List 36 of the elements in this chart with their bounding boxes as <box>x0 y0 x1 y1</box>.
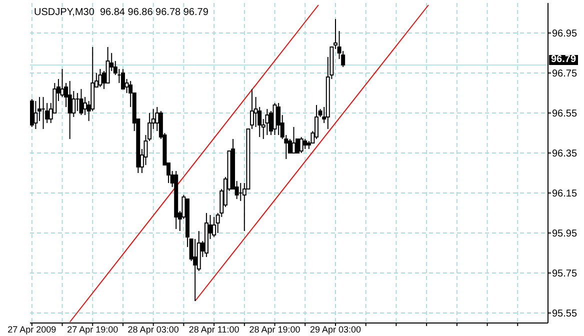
y-tick-label: 95.55 <box>552 308 578 320</box>
candlestick <box>314 104 319 140</box>
x-tick-label: 27 Apr 19:00 <box>67 324 118 334</box>
y-tick-label: 96.55 <box>552 108 578 120</box>
candlestick <box>41 96 46 130</box>
candlestick <box>72 90 76 118</box>
candlestick <box>120 68 125 90</box>
ref-line-label: 96.79 <box>549 54 578 65</box>
chart-title: USDJPY,M30 96.84 96.86 96.78 96.79 <box>34 7 208 18</box>
candlestick <box>265 108 270 136</box>
x-tick-label: 27 Apr 2009 <box>8 324 56 334</box>
candlestick <box>212 216 216 238</box>
candlestick <box>238 182 243 202</box>
candlestick <box>75 92 80 112</box>
candlestick <box>79 88 84 116</box>
y-tick-label: 95.75 <box>552 268 578 280</box>
x-tick-label: 28 Apr 11:00 <box>188 324 240 334</box>
x-tick-label: 29 Apr 03:00 <box>310 324 362 334</box>
candlestick <box>276 102 281 136</box>
candlestick <box>60 68 64 98</box>
x-tick-label: 28 Apr 03:00 <box>128 324 179 334</box>
candlestick <box>34 100 38 130</box>
candlestick <box>292 126 296 154</box>
y-tick-label: 96.95 <box>552 28 578 40</box>
y-tick-label: 95.95 <box>552 228 578 240</box>
x-tick-label: 28 Apr 19:00 <box>249 324 300 334</box>
y-tick-label: 96.15 <box>552 188 578 200</box>
candlestick <box>272 102 277 136</box>
candlestick <box>193 238 198 302</box>
candlestick <box>68 80 72 140</box>
y-tick-label: 96.35 <box>552 148 578 160</box>
candlestick <box>98 68 102 88</box>
y-tick-label: 96.75 <box>552 68 578 80</box>
candlestick <box>299 136 304 154</box>
candlestick <box>30 98 34 128</box>
candlestick <box>303 138 308 150</box>
